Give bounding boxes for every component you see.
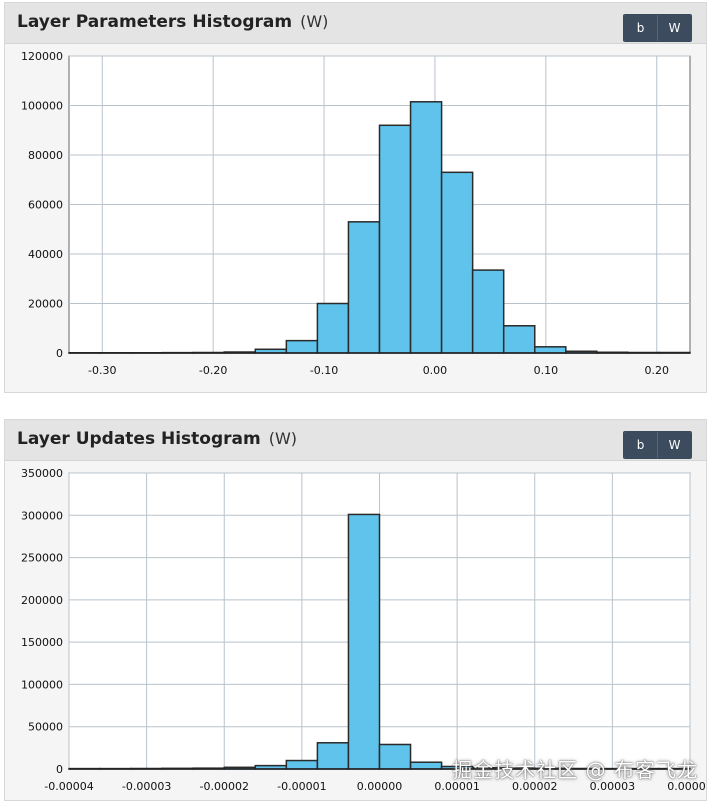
histogram-bar	[316, 302, 350, 354]
panel-subtitle: (W)	[300, 12, 329, 31]
w-toggle-button[interactable]: W	[657, 15, 691, 41]
y-tick-label: 150000	[21, 636, 63, 649]
x-tick-label: 0.00001	[434, 780, 480, 793]
histogram-bar	[285, 339, 319, 354]
x-tick-label: 0.00004	[667, 780, 706, 793]
x-tick-label: -0.00002	[200, 780, 249, 793]
updates-histogram-chart: 0 50000 100000 150000 200000 250000 300000 3500…	[21, 467, 706, 793]
x-tick-label: 0.00003	[590, 780, 636, 793]
histogram-bar	[409, 101, 443, 354]
y-tick-label: 120000	[21, 50, 63, 63]
x-tick-label: -0.00004	[44, 780, 93, 793]
y-tick-label: 80000	[28, 149, 63, 162]
panel-header: Layer Parameters Histogram (W) b W	[5, 3, 706, 44]
watermark: 掘金技术社区 @ 布客飞龙	[452, 758, 698, 782]
y-tick-label: 60000	[28, 199, 63, 212]
parameters-histogram-chart: 0 20000 40000 60000 80000 100000 120000 -0.30 -0…	[21, 50, 691, 377]
y-tick-label: 350000	[21, 467, 63, 480]
x-tick-label: -0.00001	[277, 780, 326, 793]
histogram-bar	[347, 513, 381, 770]
parameters-panel: Layer Parameters Histogram (W) b W 0 20000…	[4, 2, 707, 393]
histogram-bar	[440, 171, 474, 354]
w-toggle-button[interactable]: W	[657, 432, 691, 458]
x-tick-label: 0.00	[423, 364, 448, 377]
panel-header: Layer Updates Histogram (W) b W	[5, 420, 706, 461]
x-tick-label: -0.20	[199, 364, 227, 377]
histogram-bar	[534, 346, 567, 354]
histogram-bar	[316, 742, 350, 770]
series-toggle: b W	[623, 431, 692, 459]
histogram-bar	[471, 269, 505, 354]
x-tick-label: -0.30	[88, 364, 116, 377]
x-tick-label: 0.00002	[512, 780, 558, 793]
series-toggle: b W	[623, 14, 692, 42]
histogram-bar	[378, 124, 412, 354]
y-tick-label: 40000	[28, 248, 63, 261]
x-tick-label: -0.00003	[122, 780, 171, 793]
x-tick-label: 0.20	[644, 364, 669, 377]
histogram-bar	[285, 759, 319, 770]
y-tick-label: 20000	[28, 298, 63, 311]
histogram-bar	[347, 221, 381, 354]
panel-subtitle: (W)	[268, 429, 298, 448]
histogram-bar	[378, 743, 412, 770]
x-tick-label: 0.10	[534, 364, 559, 377]
y-tick-label: 100000	[21, 100, 63, 113]
y-tick-label: 200000	[21, 594, 63, 607]
y-tick-label: 50000	[28, 721, 63, 734]
b-toggle-button[interactable]: b	[624, 15, 657, 41]
y-tick-label: 100000	[21, 678, 63, 691]
y-tick-label: 300000	[21, 509, 63, 522]
updates-panel: Layer Updates Histogram (W) b W 0 50000 100…	[4, 419, 707, 801]
y-tick-label: 250000	[21, 552, 63, 565]
histogram-bar	[502, 325, 536, 354]
y-tick-label: 0	[56, 347, 63, 360]
x-tick-label: 0.00000	[357, 780, 403, 793]
x-tick-label: -0.10	[310, 364, 338, 377]
panel-title: Layer Updates Histogram (W)	[17, 429, 298, 449]
panel-title: Layer Parameters Histogram (W)	[17, 12, 329, 32]
b-toggle-button[interactable]: b	[624, 432, 657, 458]
histogram-bar	[409, 761, 443, 770]
y-tick-label: 0	[56, 763, 63, 776]
